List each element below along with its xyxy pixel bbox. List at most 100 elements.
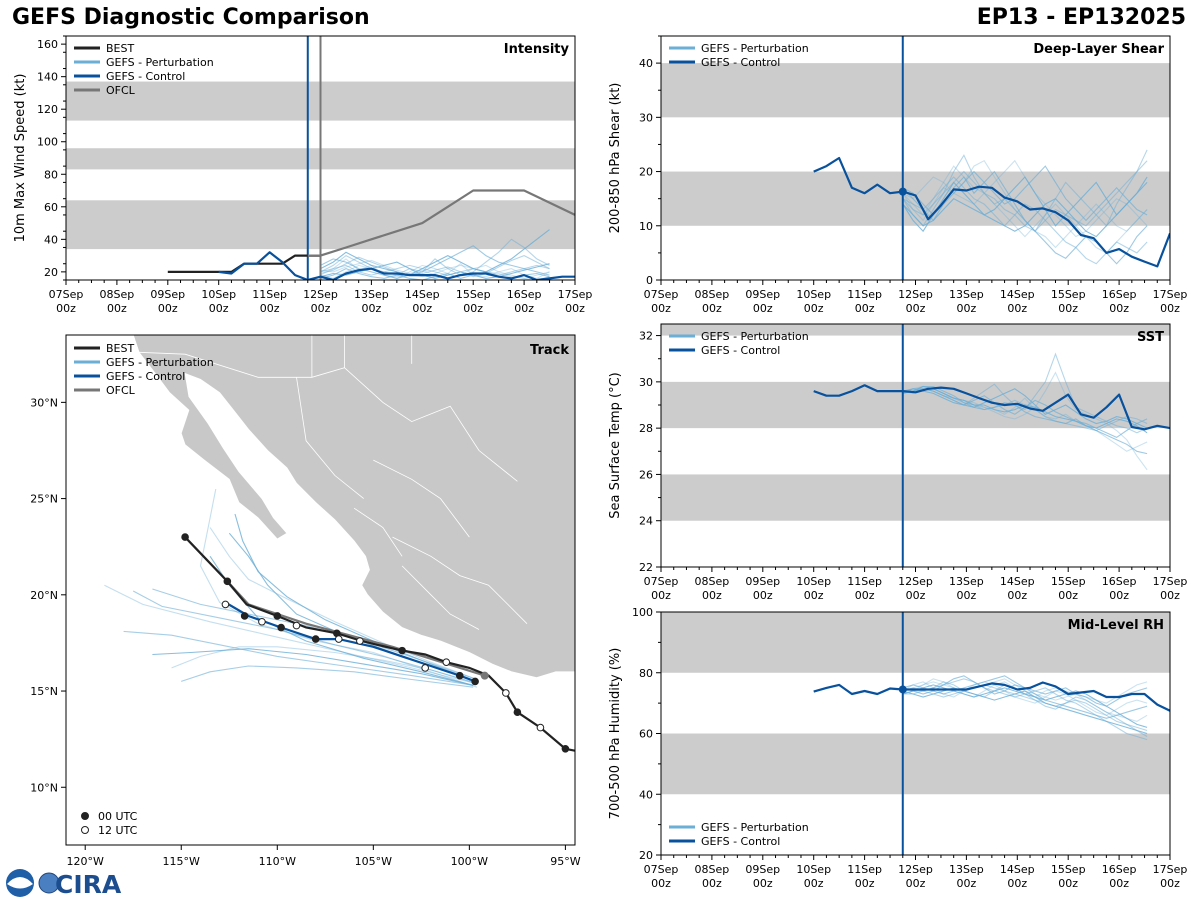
shear-y-tick-label: 40 — [639, 57, 653, 70]
rh-plot-area — [661, 612, 1170, 855]
shear-x-tick-label: 11Sep — [847, 288, 882, 301]
intensity-y-tick-label: 40 — [44, 233, 58, 246]
track-legend-label-best: BEST — [106, 342, 134, 355]
track-panel: 120°W 115°W 110°W 105°W 100°W 95°W 10°N 15°N 20°… — [30, 334, 581, 868]
state-border — [373, 459, 470, 538]
shear-panel: 07Sep00z08Sep00z09Sep00z10Sep00z11Sep00z… — [608, 35, 1187, 315]
track-lon-label: 95°W — [550, 855, 580, 868]
track-perturbation-member — [199, 488, 478, 688]
legend-00utc-symbol — [81, 812, 89, 820]
track-perturbation-member — [181, 665, 474, 688]
intensity-x-hour-label: 00z — [107, 302, 127, 315]
rh-y-tick-label: 100 — [632, 606, 653, 619]
track-lat-label: 10°N — [30, 781, 58, 794]
intensity-x-hour-label: 00z — [362, 302, 382, 315]
sst-x-hour-label: 00z — [804, 589, 824, 602]
rh-x-hour-label: 00z — [651, 877, 671, 890]
intensity-perturbation-member — [320, 238, 550, 276]
intensity-y-axis-label: 10m Max Wind Speed (kt) — [13, 74, 28, 243]
intensity-perturbation-member — [320, 259, 550, 279]
sst-x-hour-label: 00z — [957, 589, 977, 602]
rh-x-hour-label: 00z — [957, 877, 977, 890]
shear-x-tick-label: 09Sep — [745, 288, 780, 301]
shear-x-hour-label: 00z — [957, 302, 977, 315]
track-best-line — [184, 536, 575, 752]
sst-x-tick-label: 11Sep — [847, 575, 882, 588]
sst-x-tick-label: 10Sep — [796, 575, 831, 588]
rh-legend-label-perturbation: GEFS - Perturbation — [701, 821, 809, 834]
shear-band — [661, 171, 1170, 226]
rh-x-tick-label: 08Sep — [695, 863, 730, 876]
legend-00utc-label: 00 UTC — [98, 810, 138, 823]
intensity-panel: 07Sep00z08Sep00z09Sep00z10Sep00z11Sep00z… — [13, 35, 592, 315]
rh-x-hour-label: 00z — [1058, 877, 1078, 890]
rh-x-hour-label: 00z — [1160, 877, 1180, 890]
sst-x-tick-label: 09Sep — [745, 575, 780, 588]
rh-x-tick-label: 09Sep — [745, 863, 780, 876]
rh-y-tick-label: 60 — [639, 728, 653, 741]
intensity-legend-label-best: BEST — [106, 42, 134, 55]
intensity-legend-label-ofcl: OFCL — [106, 84, 136, 97]
sst-y-tick-label: 24 — [639, 515, 653, 528]
shear-band — [661, 63, 1170, 118]
track-position-marker-12utc — [258, 617, 266, 626]
intensity-perturbation-member — [320, 245, 550, 279]
track-legend-label-control: GEFS - Control — [106, 370, 185, 383]
shear-x-tick-label: 08Sep — [695, 288, 730, 301]
intensity-ofcl-line — [307, 189, 575, 257]
sst-y-tick-label: 30 — [639, 376, 653, 389]
rh-x-tick-label: 13Sep — [949, 863, 984, 876]
sst-control-line — [813, 384, 1170, 431]
intensity-y-tick-label: 20 — [44, 266, 58, 279]
shear-x-tick-label: 07Sep — [644, 288, 679, 301]
rh-y-tick-label: 80 — [639, 667, 653, 680]
sst-x-hour-label: 00z — [855, 589, 875, 602]
rh-legend-label-control: GEFS - Control — [701, 835, 780, 848]
sst-x-hour-label: 00z — [702, 589, 722, 602]
sst-x-hour-label: 00z — [753, 589, 773, 602]
intensity-x-hour-label: 00z — [56, 302, 76, 315]
track-title: Track — [530, 343, 569, 358]
rh-x-tick-label: 07Sep — [644, 863, 679, 876]
rh-perturbation-member — [902, 681, 1148, 737]
intensity-x-tick-label: 07Sep — [49, 288, 84, 301]
intensity-x-tick-label: 16Sep — [507, 288, 542, 301]
state-border — [401, 565, 480, 630]
intensity-y-tick-label: 120 — [37, 103, 58, 116]
sst-x-tick-label: 12Sep — [898, 575, 933, 588]
sst-perturbation-member — [902, 388, 1148, 429]
intensity-x-hour-label: 00z — [209, 302, 229, 315]
track-position-marker-12utc — [292, 621, 301, 630]
cira-logo-text: CIRA — [55, 870, 122, 899]
shear-x-hour-label: 00z — [1007, 302, 1027, 315]
track-lon-label: 105°W — [355, 855, 392, 868]
intensity-plot-area — [66, 36, 575, 280]
shear-y-tick-label: 10 — [639, 220, 653, 233]
sst-legend-label-perturbation: GEFS - Perturbation — [701, 330, 809, 343]
state-border — [392, 536, 528, 624]
shear-title: Deep-Layer Shear — [1033, 42, 1164, 57]
intensity-x-tick-label: 11Sep — [252, 288, 287, 301]
sst-perturbation-member — [902, 385, 1148, 455]
intensity-x-tick-label: 08Sep — [100, 288, 135, 301]
shear-x-hour-label: 00z — [702, 302, 722, 315]
rh-x-hour-label: 00z — [906, 877, 926, 890]
track-position-marker-12utc — [356, 637, 364, 645]
rh-x-tick-label: 14Sep — [1000, 863, 1035, 876]
rh-band — [661, 733, 1170, 795]
cira-globe-icon — [38, 872, 60, 894]
track-ofcl-marker — [480, 671, 489, 680]
sst-x-tick-label: 16Sep — [1102, 575, 1137, 588]
intensity-control-line — [218, 251, 575, 280]
intensity-title: Intensity — [504, 42, 570, 57]
rh-init-marker — [898, 685, 907, 694]
track-position-marker-12utc — [442, 658, 451, 666]
intensity-y-tick-label: 60 — [44, 201, 58, 214]
shear-x-tick-label: 14Sep — [1000, 288, 1035, 301]
state-border — [138, 351, 518, 482]
intensity-x-tick-label: 14Sep — [405, 288, 440, 301]
rh-title: Mid-Level RH — [1068, 618, 1164, 633]
